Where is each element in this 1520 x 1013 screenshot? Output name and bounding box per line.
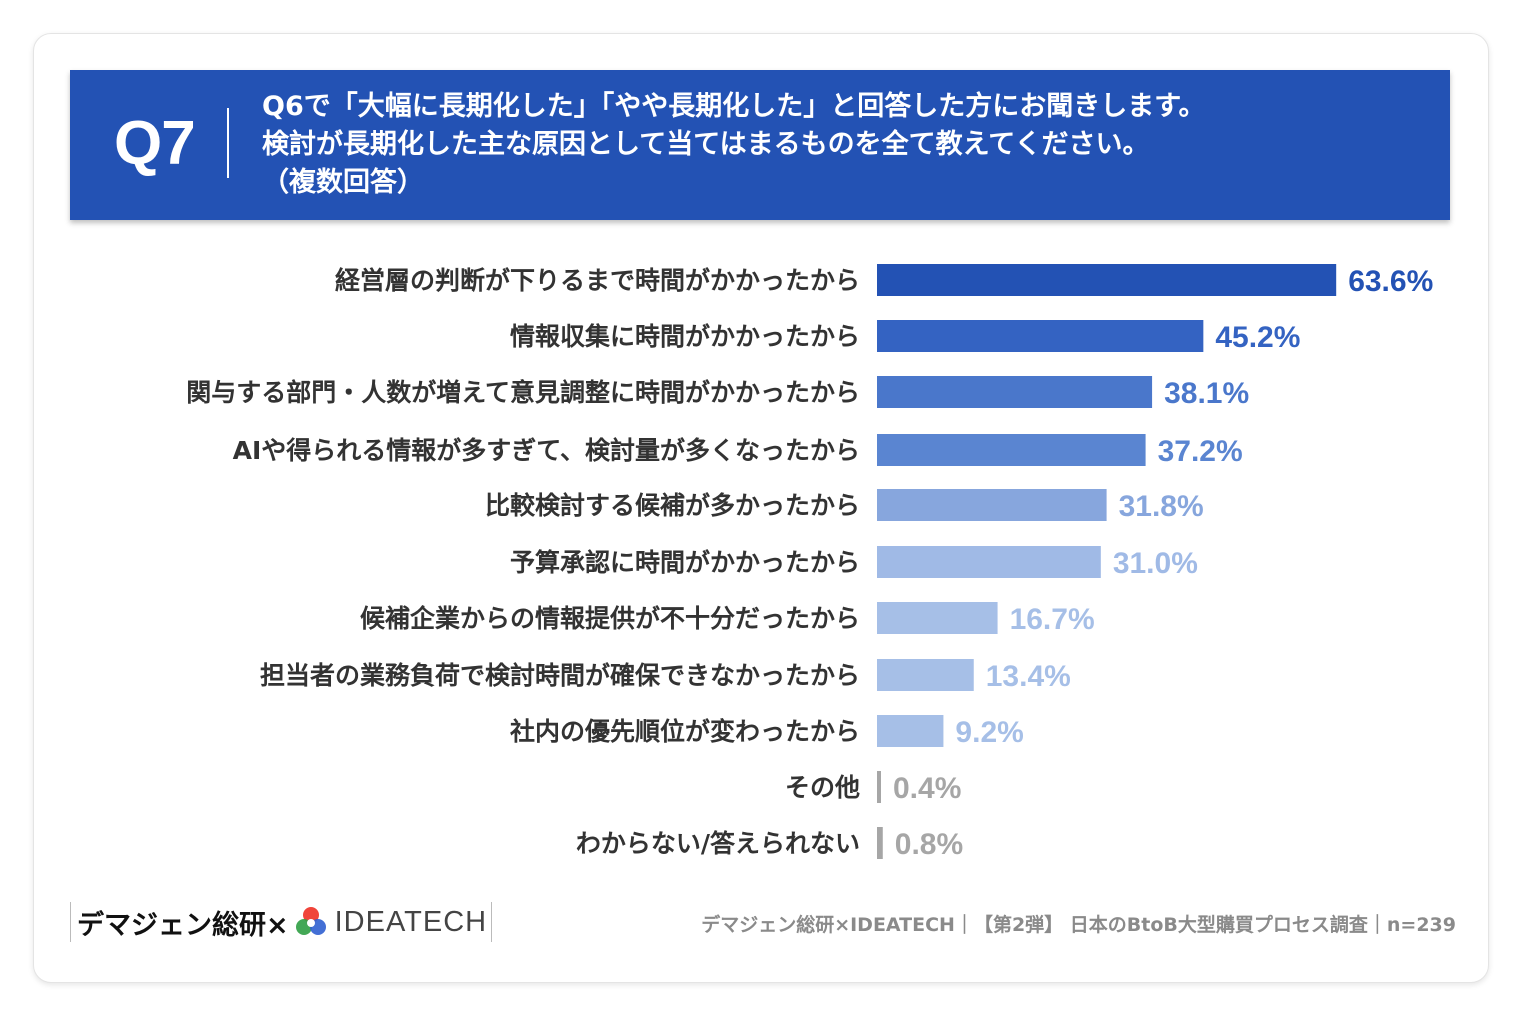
question-number: Q7 xyxy=(114,109,196,178)
bar xyxy=(877,489,1107,521)
category-label: 情報収集に時間がかかったから xyxy=(510,322,860,351)
value-label: 45.2% xyxy=(1215,321,1300,354)
question-line-3: （複数回答） xyxy=(262,167,424,198)
category-label: 社内の優先順位が変わったから xyxy=(510,717,860,746)
value-label: 37.2% xyxy=(1158,435,1243,468)
category-label: 関与する部門・人数が増えて意見調整に時間がかかったから xyxy=(186,378,860,407)
category-label: 担当者の業務負荷で検討時間が確保できなかったから xyxy=(260,661,860,690)
source-note: デマジェン総研×IDEATECH｜【第2弾】 日本のBtoB大型購買プロセス調査… xyxy=(701,914,1456,936)
brand-logo-block: デマジェン総研× IDEATECH xyxy=(70,902,493,942)
header-divider xyxy=(227,108,229,178)
bar xyxy=(877,827,883,859)
category-label: 経営層の判断が下りるまで時間がかかったから xyxy=(335,266,860,295)
bar xyxy=(877,715,944,747)
category-label: 比較検討する候補が多かったから xyxy=(485,491,860,520)
question-header: Q7 Q6で「大幅に長期化した」「やや長期化した」と回答した方にお聞きします。 … xyxy=(70,70,1450,220)
category-label: 予算承認に時間がかかったから xyxy=(510,548,860,577)
value-label: 31.8% xyxy=(1119,490,1204,523)
ideatech-logo-icon xyxy=(295,907,326,935)
category-label: AIや得られる情報が多すぎて、検討量が多くなったから xyxy=(233,436,860,465)
bar xyxy=(877,376,1153,408)
question-text: Q6で「大幅に長期化した」「やや長期化した」と回答した方にお聞きします。 検討が… xyxy=(262,88,1432,202)
bar xyxy=(877,602,998,634)
value-label: 0.4% xyxy=(893,772,961,805)
value-label: 38.1% xyxy=(1164,377,1249,410)
value-label: 63.6% xyxy=(1348,265,1433,298)
bar xyxy=(877,434,1146,466)
value-label: 31.0% xyxy=(1113,547,1198,580)
bar xyxy=(877,771,881,803)
bar xyxy=(877,320,1204,352)
category-label: 候補企業からの情報提供が不十分だったから xyxy=(360,604,860,633)
brand-name-jp: デマジェン総研× xyxy=(77,909,289,941)
bar xyxy=(877,546,1101,578)
bar xyxy=(877,264,1337,296)
value-label: 9.2% xyxy=(955,716,1023,749)
value-label: 13.4% xyxy=(986,660,1071,693)
question-line-1: Q6で「大幅に長期化した」「やや長期化した」と回答した方にお聞きします。 xyxy=(262,91,1206,122)
value-label: 0.8% xyxy=(895,828,963,861)
category-label: わからない/答えられない xyxy=(576,829,860,858)
bar-chart: 経営層の判断が下りるまで時間がかかったから 63.6% 情報収集に時間がかかったから… xyxy=(186,264,1433,861)
brand-name-en: IDEATECH xyxy=(334,905,488,938)
question-line-2: 検討が長期化した主な原因として当てはまるものを全て教えてください。 xyxy=(262,129,1150,160)
bar xyxy=(877,659,974,691)
value-label: 16.7% xyxy=(1010,603,1095,636)
category-label: その他 xyxy=(785,773,860,802)
